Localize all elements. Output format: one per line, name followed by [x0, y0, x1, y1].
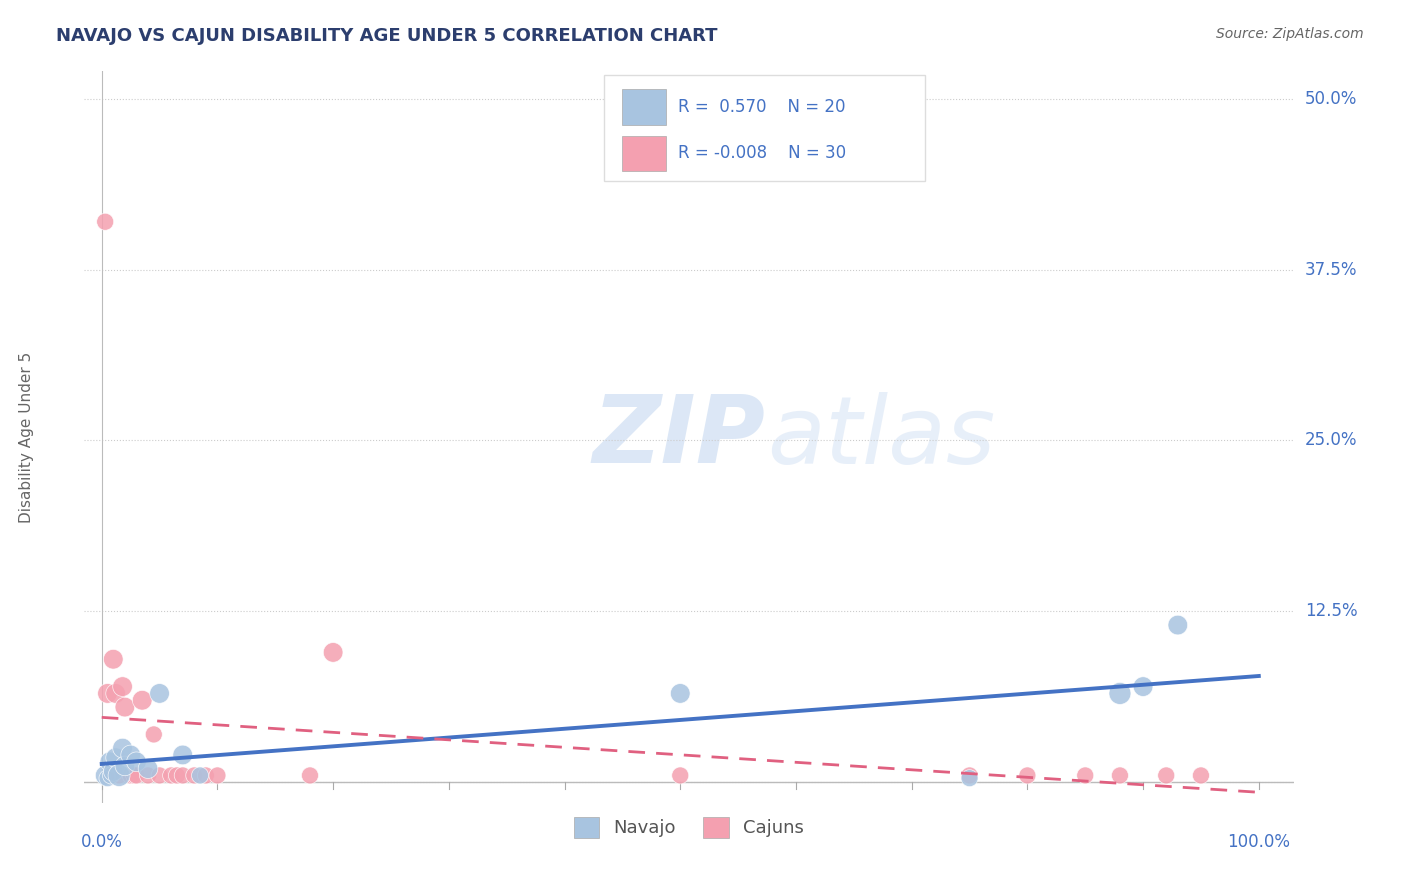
- Point: [114, 700, 136, 714]
- Point: [172, 768, 194, 782]
- Point: [1132, 680, 1154, 694]
- Point: [103, 764, 125, 779]
- Point: [103, 652, 125, 666]
- Point: [207, 768, 229, 782]
- Point: [959, 771, 981, 785]
- Text: 12.5%: 12.5%: [1305, 602, 1357, 621]
- Point: [94, 215, 117, 229]
- Text: atlas: atlas: [768, 392, 995, 483]
- Point: [669, 686, 692, 700]
- Text: Disability Age Under 5: Disability Age Under 5: [18, 351, 34, 523]
- Point: [96, 686, 118, 700]
- Point: [125, 755, 148, 769]
- Point: [322, 645, 344, 659]
- Text: R =  0.570    N = 20: R = 0.570 N = 20: [678, 98, 845, 116]
- Point: [136, 768, 159, 782]
- Point: [1109, 768, 1132, 782]
- Point: [298, 768, 321, 782]
- Point: [125, 768, 148, 782]
- Text: R = -0.008    N = 30: R = -0.008 N = 30: [678, 145, 846, 162]
- Point: [96, 771, 118, 785]
- Point: [148, 686, 170, 700]
- Point: [194, 768, 217, 782]
- Point: [148, 768, 170, 782]
- Point: [120, 768, 142, 782]
- Text: 100.0%: 100.0%: [1227, 833, 1291, 851]
- Text: NAVAJO VS CAJUN DISABILITY AGE UNDER 5 CORRELATION CHART: NAVAJO VS CAJUN DISABILITY AGE UNDER 5 C…: [56, 27, 717, 45]
- Point: [100, 768, 122, 782]
- Point: [131, 693, 153, 707]
- Point: [1189, 768, 1212, 782]
- Point: [94, 768, 117, 782]
- Point: [104, 750, 127, 764]
- Point: [188, 768, 211, 782]
- Text: 0.0%: 0.0%: [80, 833, 122, 851]
- Point: [120, 747, 142, 762]
- Text: ZIP: ZIP: [592, 391, 765, 483]
- Point: [136, 762, 159, 776]
- Point: [1167, 618, 1189, 632]
- Point: [104, 686, 127, 700]
- Point: [100, 768, 122, 782]
- Point: [669, 768, 692, 782]
- Point: [183, 768, 205, 782]
- FancyBboxPatch shape: [623, 136, 666, 171]
- Point: [122, 768, 145, 782]
- Point: [108, 768, 131, 782]
- Text: 37.5%: 37.5%: [1305, 260, 1357, 278]
- Point: [959, 768, 981, 782]
- Text: 50.0%: 50.0%: [1305, 90, 1357, 108]
- Point: [142, 727, 165, 741]
- Point: [172, 747, 194, 762]
- Point: [1154, 768, 1177, 782]
- Text: 25.0%: 25.0%: [1305, 432, 1357, 450]
- Legend: Navajo, Cajuns: Navajo, Cajuns: [567, 810, 811, 845]
- Point: [160, 768, 183, 782]
- Point: [111, 741, 134, 756]
- Point: [111, 680, 134, 694]
- Point: [166, 768, 188, 782]
- Point: [1074, 768, 1097, 782]
- FancyBboxPatch shape: [605, 75, 925, 181]
- Text: Source: ZipAtlas.com: Source: ZipAtlas.com: [1216, 27, 1364, 41]
- Point: [1109, 686, 1132, 700]
- Point: [108, 768, 131, 782]
- FancyBboxPatch shape: [623, 89, 666, 125]
- Point: [114, 759, 136, 773]
- Point: [1017, 768, 1039, 782]
- Point: [98, 755, 121, 769]
